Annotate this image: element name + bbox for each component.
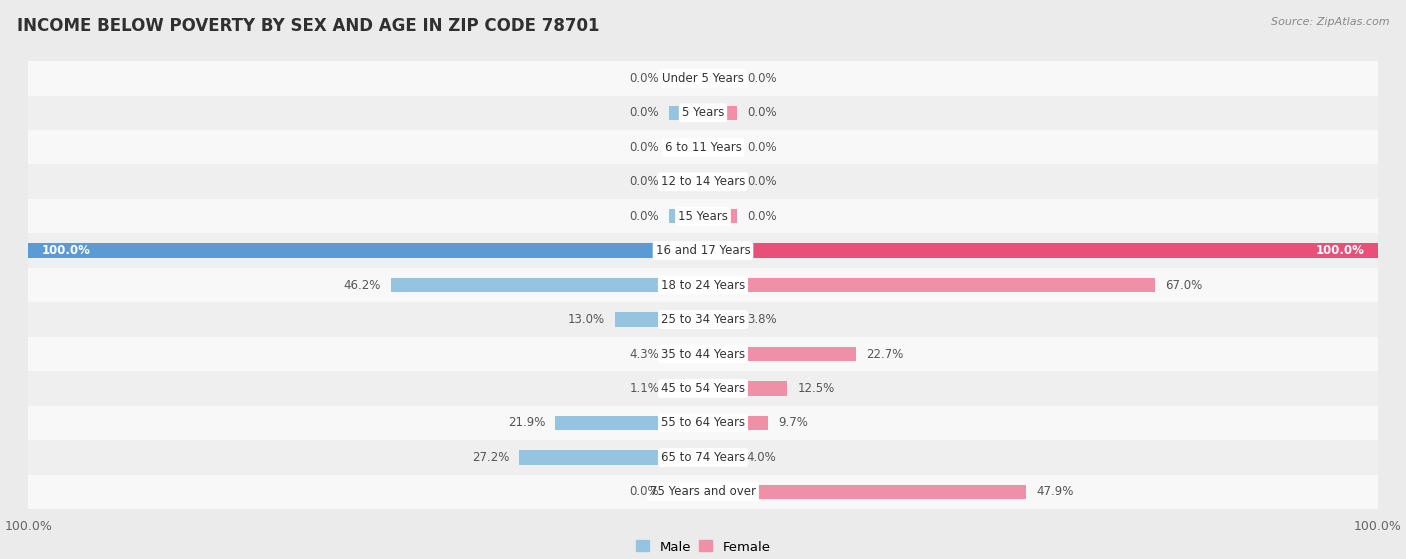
Text: 55 to 64 Years: 55 to 64 Years (661, 416, 745, 429)
Text: 0.0%: 0.0% (630, 106, 659, 119)
Text: Under 5 Years: Under 5 Years (662, 72, 744, 85)
Text: 75 Years and over: 75 Years and over (650, 485, 756, 499)
Text: 100.0%: 100.0% (1316, 244, 1364, 257)
Bar (391, 278, 703, 292)
Text: 0.0%: 0.0% (747, 72, 776, 85)
Text: Source: ZipAtlas.com: Source: ZipAtlas.com (1271, 17, 1389, 27)
Bar (28, 164, 1378, 199)
Text: 22.7%: 22.7% (866, 348, 904, 361)
Text: 0.0%: 0.0% (630, 72, 659, 85)
Bar (703, 71, 737, 86)
Text: 0.0%: 0.0% (747, 210, 776, 222)
Text: 0.0%: 0.0% (630, 175, 659, 188)
Text: 16 and 17 Years: 16 and 17 Years (655, 244, 751, 257)
Text: 15 Years: 15 Years (678, 210, 728, 222)
Bar (703, 450, 737, 465)
Text: 3.8%: 3.8% (747, 313, 776, 326)
Bar (669, 174, 703, 189)
Text: 67.0%: 67.0% (1166, 278, 1202, 292)
Bar (703, 278, 1156, 292)
Text: 1.1%: 1.1% (630, 382, 659, 395)
Text: 100.0%: 100.0% (42, 244, 90, 257)
Bar (28, 337, 1378, 371)
Bar (703, 485, 1026, 499)
Text: 0.0%: 0.0% (747, 141, 776, 154)
Text: 18 to 24 Years: 18 to 24 Years (661, 278, 745, 292)
Bar (703, 312, 737, 327)
Bar (703, 106, 737, 120)
Text: 0.0%: 0.0% (747, 175, 776, 188)
Bar (669, 106, 703, 120)
Text: 45 to 54 Years: 45 to 54 Years (661, 382, 745, 395)
Bar (616, 312, 703, 327)
Bar (669, 485, 703, 499)
Bar (519, 450, 703, 465)
Bar (669, 140, 703, 154)
Text: 35 to 44 Years: 35 to 44 Years (661, 348, 745, 361)
Bar (703, 347, 856, 361)
Bar (28, 61, 1378, 96)
Bar (28, 475, 1378, 509)
Bar (28, 96, 1378, 130)
Bar (28, 234, 1378, 268)
Text: 0.0%: 0.0% (630, 210, 659, 222)
Text: 21.9%: 21.9% (508, 416, 546, 429)
Text: 12.5%: 12.5% (797, 382, 835, 395)
Text: 9.7%: 9.7% (779, 416, 808, 429)
Text: 47.9%: 47.9% (1036, 485, 1074, 499)
Bar (703, 381, 787, 396)
Bar (28, 371, 1378, 406)
Bar (703, 140, 737, 154)
Text: 6 to 11 Years: 6 to 11 Years (665, 141, 741, 154)
Bar (28, 440, 1378, 475)
Bar (28, 268, 1378, 302)
Bar (669, 71, 703, 86)
Bar (703, 416, 769, 430)
Text: 13.0%: 13.0% (568, 313, 605, 326)
Text: 4.3%: 4.3% (630, 348, 659, 361)
Bar (28, 130, 1378, 164)
Bar (28, 406, 1378, 440)
Bar (669, 347, 703, 361)
Text: 0.0%: 0.0% (630, 485, 659, 499)
Bar (703, 243, 1378, 258)
Text: 0.0%: 0.0% (630, 141, 659, 154)
Text: 65 to 74 Years: 65 to 74 Years (661, 451, 745, 464)
Bar (28, 243, 703, 258)
Text: 46.2%: 46.2% (343, 278, 381, 292)
Bar (28, 302, 1378, 337)
Bar (555, 416, 703, 430)
Bar (669, 209, 703, 224)
Text: 12 to 14 Years: 12 to 14 Years (661, 175, 745, 188)
Text: 5 Years: 5 Years (682, 106, 724, 119)
Bar (703, 209, 737, 224)
Legend: Male, Female: Male, Female (636, 541, 770, 553)
Bar (669, 381, 703, 396)
Bar (703, 174, 737, 189)
Text: INCOME BELOW POVERTY BY SEX AND AGE IN ZIP CODE 78701: INCOME BELOW POVERTY BY SEX AND AGE IN Z… (17, 17, 599, 35)
Bar (28, 199, 1378, 234)
Text: 0.0%: 0.0% (747, 106, 776, 119)
Text: 27.2%: 27.2% (472, 451, 509, 464)
Text: 25 to 34 Years: 25 to 34 Years (661, 313, 745, 326)
Text: 4.0%: 4.0% (747, 451, 776, 464)
